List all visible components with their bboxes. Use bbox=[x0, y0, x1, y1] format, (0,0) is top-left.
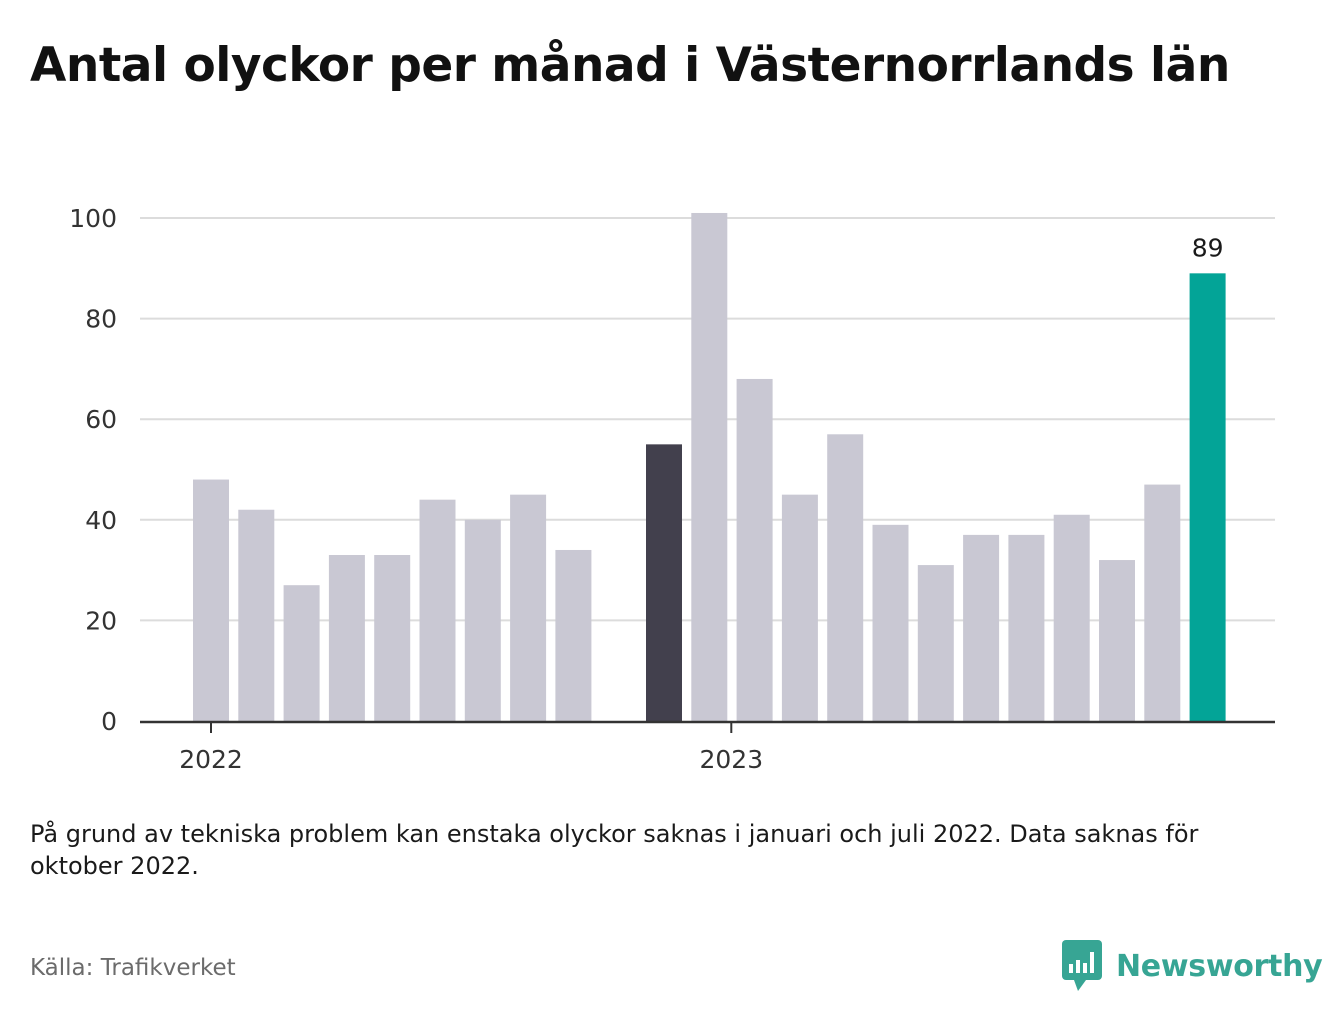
data-labels: 89 bbox=[1192, 233, 1224, 262]
chart-title: Antal olyckor per månad i Västernorrland… bbox=[30, 38, 1230, 93]
bar bbox=[328, 555, 365, 721]
x-tick-label: 2023 bbox=[699, 745, 763, 774]
y-tick-label: 60 bbox=[85, 405, 117, 434]
bar-chart-speech-bubble-icon bbox=[1062, 940, 1102, 991]
bars bbox=[193, 212, 1226, 721]
bar bbox=[646, 444, 682, 721]
bar bbox=[238, 509, 275, 721]
data-label: 89 bbox=[1192, 233, 1224, 262]
x-axis: 2022 2023 bbox=[140, 720, 1275, 774]
bar bbox=[510, 494, 547, 721]
bar bbox=[827, 434, 864, 721]
y-tick-label: 20 bbox=[85, 606, 117, 635]
bar bbox=[1008, 534, 1045, 721]
bar bbox=[1099, 560, 1135, 721]
bar bbox=[464, 519, 501, 721]
source-credit: Källa: Trafikverket bbox=[30, 955, 236, 981]
bar bbox=[691, 212, 728, 721]
bar bbox=[736, 378, 773, 721]
bar bbox=[963, 534, 1000, 721]
brand-name: Newsworthy bbox=[1116, 948, 1323, 984]
x-tick-label: 2022 bbox=[179, 745, 243, 774]
bar bbox=[781, 494, 818, 721]
bar bbox=[283, 585, 320, 721]
y-tick-label: 100 bbox=[69, 204, 117, 233]
y-tick-label: 40 bbox=[85, 506, 117, 535]
bar bbox=[1144, 484, 1181, 721]
bar bbox=[1189, 273, 1226, 721]
y-tick-label: 80 bbox=[85, 305, 117, 334]
bar bbox=[872, 524, 909, 721]
y-axis-tick-labels: 0 20 40 60 80 100 bbox=[69, 204, 117, 736]
bar bbox=[917, 565, 954, 721]
bar bbox=[1053, 514, 1090, 721]
chart-note: På grund av tekniska problem kan enstaka… bbox=[30, 820, 1199, 880]
bar bbox=[193, 479, 229, 721]
y-tick-label: 0 bbox=[101, 707, 117, 736]
bar-chart: 0 20 40 60 80 100 89 2022 2023 bbox=[69, 204, 1275, 774]
bar bbox=[555, 549, 592, 721]
bar bbox=[419, 499, 456, 721]
bar bbox=[374, 555, 411, 721]
newsworthy-logo[interactable]: Newsworthy bbox=[1062, 938, 1323, 994]
